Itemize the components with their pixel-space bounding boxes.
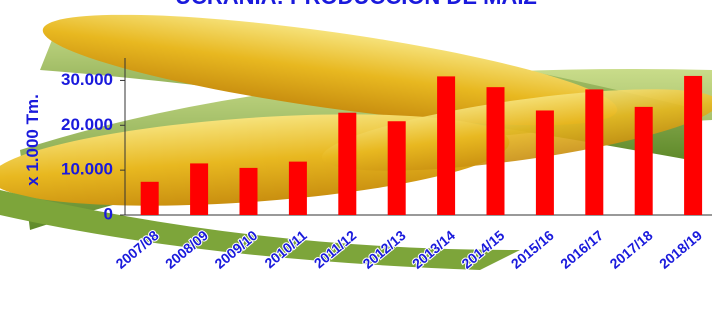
bar [437,76,455,215]
x-tick-label: 2016/17 [557,227,606,272]
bar [487,87,505,215]
y-tick-label: 10.000 [61,160,113,179]
bar [289,162,307,215]
y-tick-label: 20.000 [61,115,113,134]
y-axis-label: x 1.000 Tm. [23,94,42,186]
y-tick-label: 30.000 [61,70,113,89]
x-tick-label: 2015/16 [508,227,557,272]
bar [240,168,258,215]
bar [684,76,702,215]
bar [536,110,554,215]
chart-title: UCRANIA: PRODUCCIÓN DE MAÍZ [175,0,537,9]
bar [635,107,653,215]
bar [141,182,159,215]
y-tick-label: 0 [104,204,113,223]
bar [585,89,603,215]
bar [388,121,406,215]
x-tick-label: 2017/18 [607,227,656,272]
chart: UCRANIA: PRODUCCIÓN DE MAÍZ x 1.000 Tm. … [0,0,712,309]
bar [190,163,208,215]
x-tick-label: 2018/19 [656,227,705,272]
bar [338,113,356,215]
